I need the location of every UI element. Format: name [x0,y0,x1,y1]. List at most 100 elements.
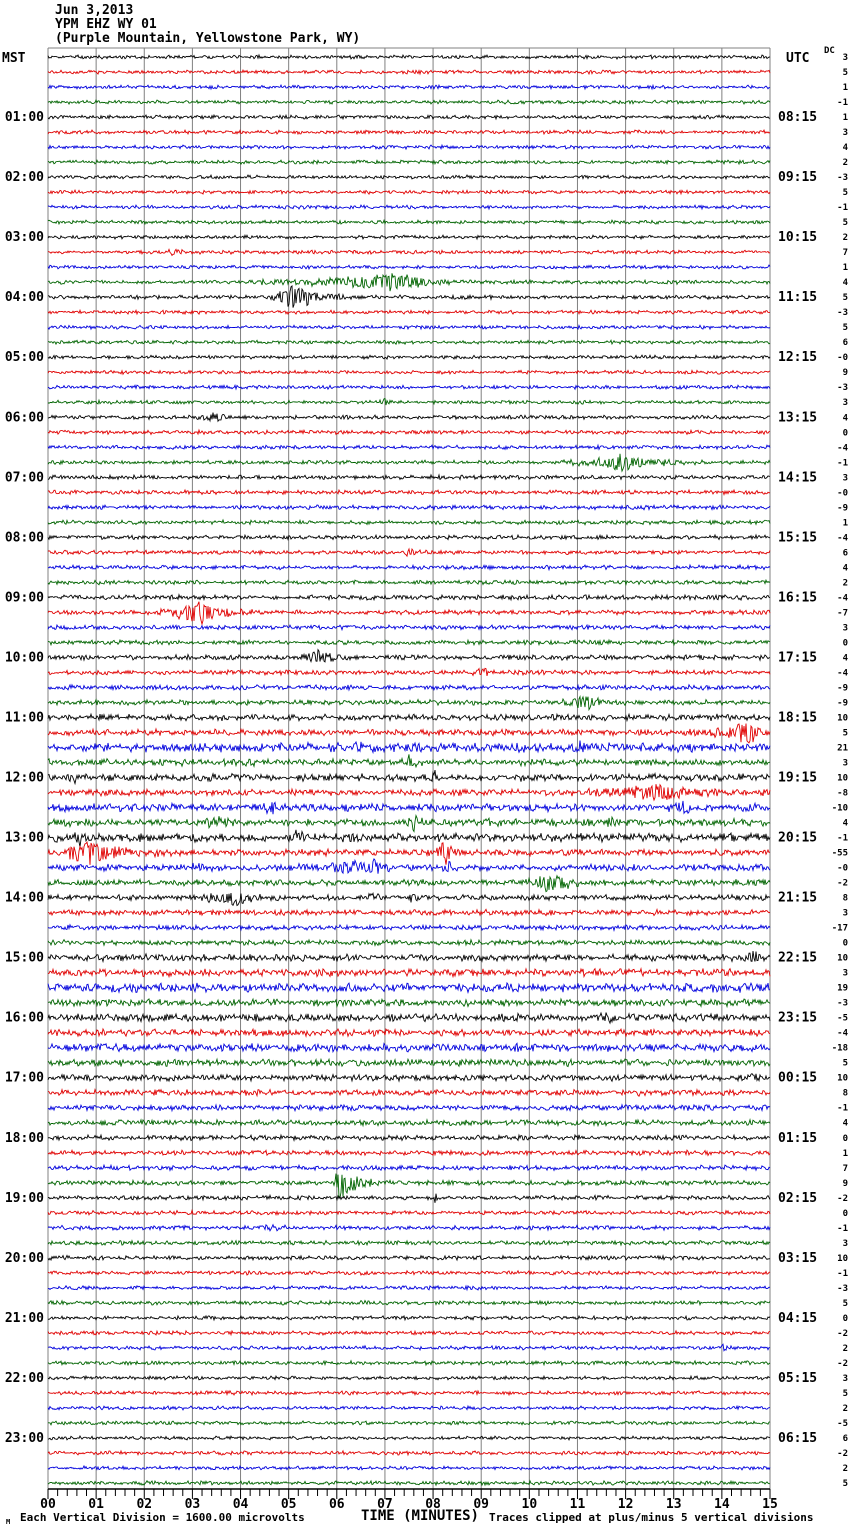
trace-row [47,504,771,512]
trace-row [47,1011,771,1025]
dc-offset-value: 3 [843,473,848,483]
trace-row [47,1479,770,1487]
trace-row [47,648,771,664]
trace-row [47,412,771,423]
mst-hour-label: 18:00 [5,1131,44,1146]
mst-hour-label: 13:00 [5,831,44,846]
dc-offset-value: 0 [843,428,848,438]
trace-row [47,754,771,769]
trace-row [47,188,771,196]
mst-hour-label: 07:00 [5,470,44,485]
dc-offset-value: 3 [843,1239,848,1249]
dc-offset-value: -5 [837,1419,848,1429]
trace-row [47,443,771,451]
dc-offset-value: -1 [837,98,848,108]
trace-row [47,1087,771,1098]
trace-row [47,1374,771,1381]
trace-row [48,1419,771,1427]
dc-offset-value: 4 [843,653,849,663]
utc-hour-label: 23:15 [778,1011,817,1026]
dc-offset-value: -2 [837,1194,848,1204]
dc-offset-value: 4 [843,819,849,829]
trace-row [47,248,771,257]
utc-hour-label: 11:15 [778,290,817,305]
utc-hour-label: 01:15 [778,1131,817,1146]
trace-row [47,967,771,979]
x-tick-label: 07 [377,1497,393,1512]
utc-hour-label: 21:15 [778,891,817,906]
footer-scale-note: Each Vertical Division = 1600.00 microvo… [20,1511,305,1524]
x-tick-label: 05 [281,1497,297,1512]
trace-row [47,1254,771,1262]
dc-offset-value: 2 [843,158,848,168]
dc-offset-value: 1 [843,113,848,123]
mst-hour-label: 05:00 [5,350,44,365]
dc-offset-value: 10 [837,713,848,723]
dc-offset-value: -1 [837,1224,848,1234]
trace-row [47,563,771,572]
utc-hour-label: 19:15 [778,771,817,786]
x-axis-ticks [47,1489,771,1499]
dc-offset-value: 1 [843,518,848,528]
dc-offset-value: 3 [843,128,848,138]
dc-offset-value: -4 [837,443,848,453]
dc-offset-value: -9 [837,683,848,693]
trace-row [47,638,771,647]
dc-offset-value: 9 [843,368,848,378]
trace-row [47,601,771,626]
trace-row [47,1173,771,1199]
trace-row [47,694,771,712]
dc-offset-value: 1 [843,1149,848,1159]
dc-offset-value: 3 [843,398,848,408]
trace-row [47,1359,771,1367]
dc-offset-value: 19 [837,984,848,994]
dc-offset-value: 8 [843,1089,848,1099]
dc-offset-value: -1 [837,1104,848,1114]
trace-row [47,1464,771,1471]
trace-row [47,83,771,91]
trace-row [47,1208,771,1217]
dc-offset-value: 0 [843,1209,848,1219]
trace-row [47,98,771,106]
mst-hour-label: 03:00 [5,230,44,245]
x-tick-label: 02 [136,1497,152,1512]
mst-hour-label: 14:00 [5,891,44,906]
dc-offset-value: 0 [843,939,848,949]
trace-row [47,683,771,692]
mst-hour-label: 11:00 [5,710,44,725]
header-station: YPM EHZ WY 01 [55,17,157,32]
trace-row [47,1133,771,1143]
trace-row [47,159,771,166]
trace-row [47,369,771,376]
dc-offset-value: -18 [832,1044,848,1054]
utc-hour-label: 16:15 [778,590,817,605]
trace-row [47,128,771,136]
x-tick-label: 15 [762,1497,778,1512]
dc-offset-value: 5 [843,218,848,228]
trace-row [47,473,771,481]
dc-offset-value: -4 [837,533,848,543]
trace-row [47,923,771,932]
dc-offset-value: 10 [837,774,848,784]
trace-row [47,1329,771,1337]
trace-row [47,1072,771,1083]
trace-row [47,547,771,558]
dc-offset-value: 0 [843,638,848,648]
dc-offset-value: -2 [837,1449,848,1459]
dc-offset-value: 4 [843,413,849,423]
dc-offset-value: 1 [843,263,848,273]
trace-row [47,1449,771,1457]
trace-row [47,1434,770,1442]
trace-row [47,997,771,1009]
trace-row [47,1193,771,1203]
dc-offset-value: -9 [837,698,848,708]
trace-row [47,1118,771,1128]
trace-row [47,1057,771,1068]
mst-hour-label: 10:00 [5,650,44,665]
dc-offset-value: 3 [843,1374,848,1384]
mst-hour-label: 17:00 [5,1071,44,1086]
trace-row [47,857,771,875]
utc-hour-label: 00:15 [778,1071,817,1086]
dc-offset-value: 5 [843,293,848,303]
